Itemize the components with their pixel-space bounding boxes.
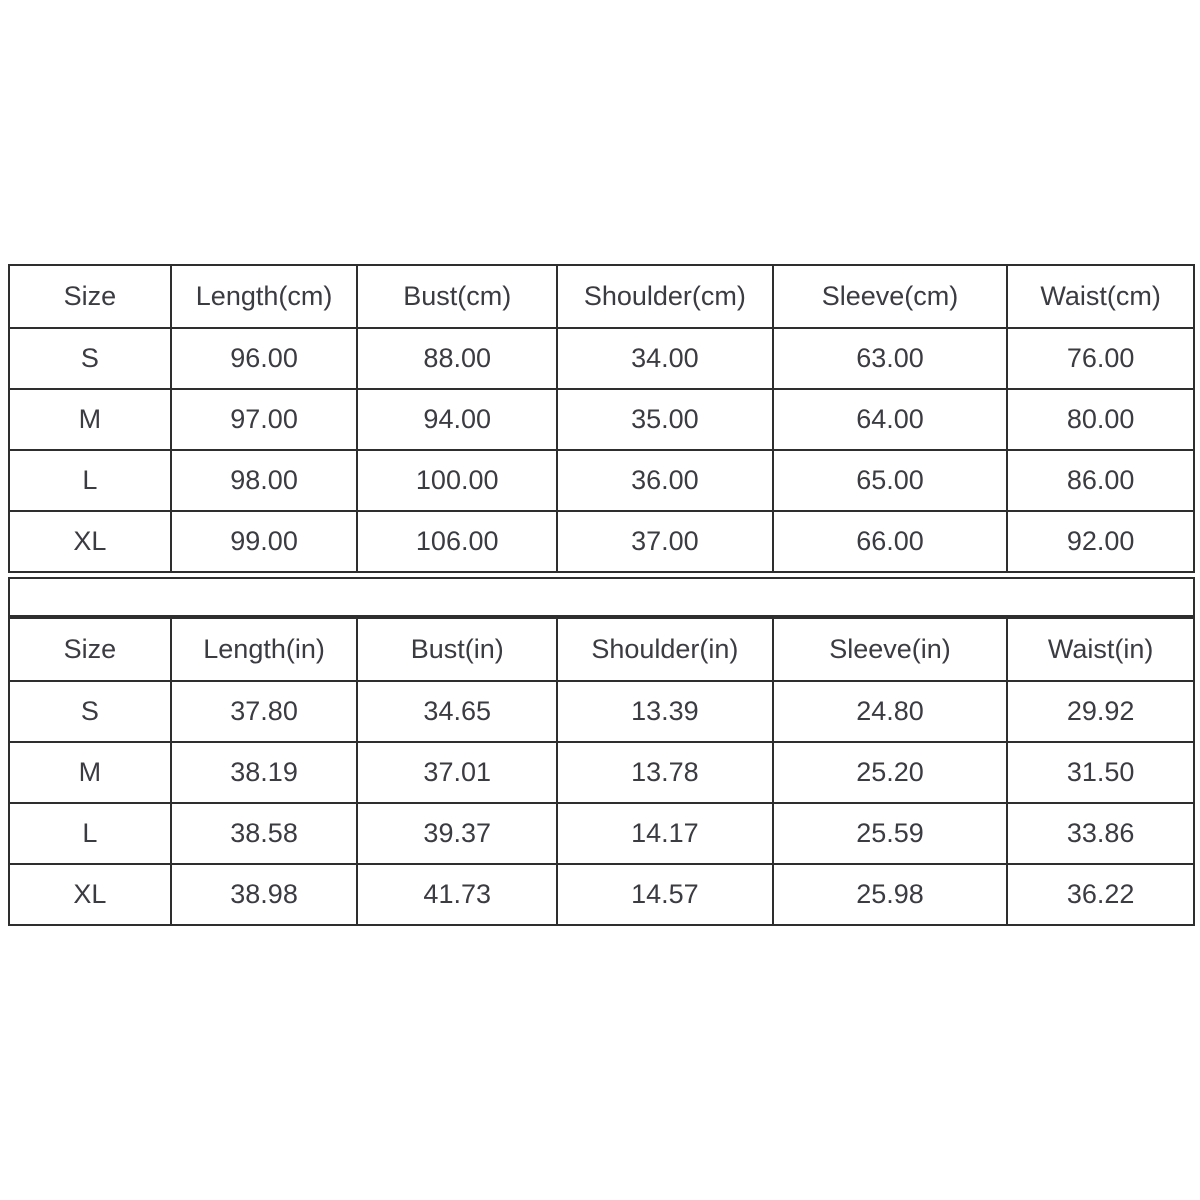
measurement-value-cell: 99.00 bbox=[169, 510, 359, 573]
column-header: Size bbox=[8, 264, 172, 329]
measurement-value-cell: 66.00 bbox=[771, 510, 1009, 573]
size-label-cell: S bbox=[8, 680, 172, 743]
measurement-value-cell: 64.00 bbox=[771, 388, 1009, 451]
measurement-value-cell: 80.00 bbox=[1006, 388, 1195, 451]
size-label-cell: XL bbox=[8, 510, 172, 573]
measurement-value-cell: 106.00 bbox=[356, 510, 559, 573]
column-header: Size bbox=[8, 617, 172, 682]
size-table-cm: Size Length(cm) Bust(cm) Shoulder(cm) Sleeve… bbox=[8, 264, 1195, 573]
measurement-value-cell: 38.58 bbox=[169, 802, 359, 865]
table-row: XL 99.00 106.00 37.00 66.00 92.00 bbox=[8, 510, 1195, 573]
measurement-value-cell: 94.00 bbox=[356, 388, 559, 451]
size-chart: Size Length(cm) Bust(cm) Shoulder(cm) Sleeve… bbox=[8, 264, 1195, 926]
measurement-value-cell: 37.00 bbox=[556, 510, 774, 573]
measurement-value-cell: 25.98 bbox=[771, 863, 1009, 926]
measurement-value-cell: 41.73 bbox=[356, 863, 559, 926]
measurement-value-cell: 36.22 bbox=[1006, 863, 1195, 926]
measurement-value-cell: 37.01 bbox=[356, 741, 559, 804]
column-header: Shoulder(in) bbox=[556, 617, 774, 682]
column-header: Length(cm) bbox=[169, 264, 359, 329]
measurement-value-cell: 25.20 bbox=[771, 741, 1009, 804]
measurement-value-cell: 92.00 bbox=[1006, 510, 1195, 573]
column-header: Shoulder(cm) bbox=[556, 264, 774, 329]
measurement-value-cell: 100.00 bbox=[356, 449, 559, 512]
measurement-value-cell: 29.92 bbox=[1006, 680, 1195, 743]
column-header: Waist(in) bbox=[1006, 617, 1195, 682]
table-row: M 97.00 94.00 35.00 64.00 80.00 bbox=[8, 388, 1195, 451]
table-row: S 96.00 88.00 34.00 63.00 76.00 bbox=[8, 327, 1195, 390]
measurement-value-cell: 34.00 bbox=[556, 327, 774, 390]
measurement-value-cell: 31.50 bbox=[1006, 741, 1195, 804]
measurement-value-cell: 38.98 bbox=[169, 863, 359, 926]
column-header: Bust(cm) bbox=[356, 264, 559, 329]
size-table-in: Size Length(in) Bust(in) Shoulder(in) Sleeve… bbox=[8, 617, 1195, 926]
measurement-value-cell: 13.39 bbox=[556, 680, 774, 743]
measurement-value-cell: 38.19 bbox=[169, 741, 359, 804]
column-header: Length(in) bbox=[169, 617, 359, 682]
table-row: S 37.80 34.65 13.39 24.80 29.92 bbox=[8, 680, 1195, 743]
column-header: Waist(cm) bbox=[1006, 264, 1195, 329]
measurement-value-cell: 13.78 bbox=[556, 741, 774, 804]
measurement-value-cell: 35.00 bbox=[556, 388, 774, 451]
table-gap-row bbox=[8, 577, 1195, 617]
measurement-value-cell: 65.00 bbox=[771, 449, 1009, 512]
measurement-value-cell: 37.80 bbox=[169, 680, 359, 743]
table-row: XL 38.98 41.73 14.57 25.98 36.22 bbox=[8, 863, 1195, 926]
table-row: L 98.00 100.00 36.00 65.00 86.00 bbox=[8, 449, 1195, 512]
size-label-cell: XL bbox=[8, 863, 172, 926]
size-label-cell: M bbox=[8, 741, 172, 804]
size-label-cell: S bbox=[8, 327, 172, 390]
measurement-value-cell: 25.59 bbox=[771, 802, 1009, 865]
size-label-cell: M bbox=[8, 388, 172, 451]
column-header: Bust(in) bbox=[356, 617, 559, 682]
measurement-value-cell: 14.17 bbox=[556, 802, 774, 865]
measurement-value-cell: 97.00 bbox=[169, 388, 359, 451]
header-row: Size Length(in) Bust(in) Shoulder(in) Sleeve… bbox=[8, 617, 1195, 682]
header-row: Size Length(cm) Bust(cm) Shoulder(cm) Sleeve… bbox=[8, 264, 1195, 329]
table-row: M 38.19 37.01 13.78 25.20 31.50 bbox=[8, 741, 1195, 804]
column-header: Sleeve(cm) bbox=[771, 264, 1009, 329]
measurement-value-cell: 86.00 bbox=[1006, 449, 1195, 512]
measurement-value-cell: 76.00 bbox=[1006, 327, 1195, 390]
measurement-value-cell: 88.00 bbox=[356, 327, 559, 390]
measurement-value-cell: 34.65 bbox=[356, 680, 559, 743]
size-label-cell: L bbox=[8, 449, 172, 512]
measurement-value-cell: 39.37 bbox=[356, 802, 559, 865]
measurement-value-cell: 63.00 bbox=[771, 327, 1009, 390]
table-row: L 38.58 39.37 14.17 25.59 33.86 bbox=[8, 802, 1195, 865]
measurement-value-cell: 96.00 bbox=[169, 327, 359, 390]
size-label-cell: L bbox=[8, 802, 172, 865]
measurement-value-cell: 24.80 bbox=[771, 680, 1009, 743]
measurement-value-cell: 36.00 bbox=[556, 449, 774, 512]
measurement-value-cell: 14.57 bbox=[556, 863, 774, 926]
column-header: Sleeve(in) bbox=[771, 617, 1009, 682]
measurement-value-cell: 98.00 bbox=[169, 449, 359, 512]
measurement-value-cell: 33.86 bbox=[1006, 802, 1195, 865]
